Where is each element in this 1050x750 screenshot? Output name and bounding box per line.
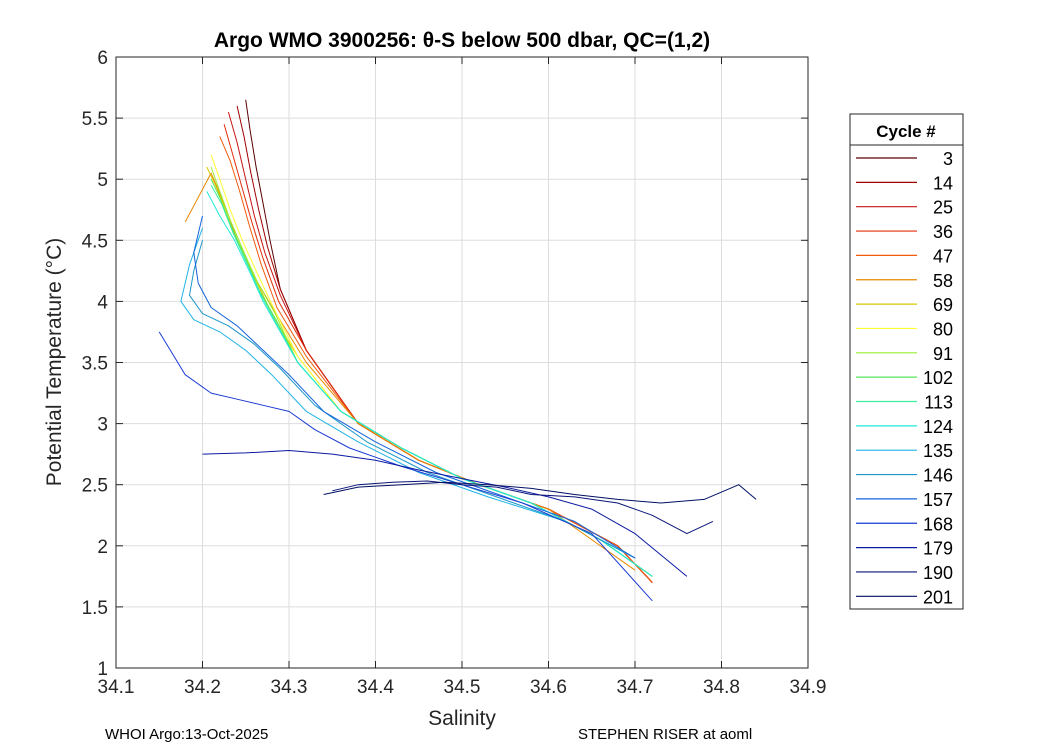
x-tick-label: 34.2 <box>184 677 221 698</box>
grid-lines <box>115 56 809 669</box>
x-tick-label: 34.6 <box>530 677 567 698</box>
series-line-cycle-47 <box>219 136 653 583</box>
legend: Cycle # 3 14 25 36 47 58 69 80 91 102 113 124 135 146… <box>849 113 964 610</box>
legend-label-36: 36 <box>933 222 953 242</box>
legend-title: Cycle # <box>876 122 936 141</box>
x-tick-label: 34.8 <box>703 677 740 698</box>
legend-label-146: 146 <box>923 466 953 486</box>
series-line-cycle-102 <box>210 178 653 577</box>
legend-label-157: 157 <box>923 490 953 510</box>
legend-entries: 3 14 25 36 47 58 69 80 91 102 113 124 135 146 157 168 17… <box>856 149 953 607</box>
y-tick-label: 3.5 <box>82 354 108 375</box>
series-line-cycle-190 <box>332 480 714 535</box>
y-axis-label: Potential Temperature (°C) <box>43 238 66 486</box>
legend-label-135: 135 <box>923 441 953 461</box>
y-tick-label: 5 <box>97 170 108 191</box>
y-tick-label: 1 <box>97 659 108 680</box>
series-line-cycle-146 <box>189 240 636 559</box>
series-line-cycle-36 <box>223 124 653 583</box>
legend-label-113: 113 <box>924 393 953 413</box>
legend-label-168: 168 <box>923 514 953 534</box>
x-tick-label: 34.3 <box>271 677 308 698</box>
legend-label-190: 190 <box>923 563 953 583</box>
y-tick-label: 6 <box>97 48 108 69</box>
legend-label-91: 91 <box>933 344 953 364</box>
x-tick-label: 34.1 <box>98 677 135 698</box>
legend-label-14: 14 <box>933 173 953 193</box>
legend-box <box>849 113 964 610</box>
legend-label-179: 179 <box>923 539 953 559</box>
legend-label-80: 80 <box>933 319 953 339</box>
series-line-cycle-157 <box>193 215 636 559</box>
x-axis-label: Salinity <box>428 707 496 730</box>
series-line-cycle-91 <box>210 166 653 577</box>
chart-title: Argo WMO 3900256: θ-S below 500 dbar, QC… <box>214 29 710 52</box>
legend-label-3: 3 <box>943 149 953 169</box>
x-tick-label: 34.5 <box>444 677 481 698</box>
x-tick-label: 34.7 <box>617 677 654 698</box>
series-lines <box>158 99 757 602</box>
footer-left-credit: WHOI Argo:13-Oct-2025 <box>105 726 269 743</box>
y-tick-label: 3 <box>97 415 108 436</box>
series-line-cycle-179 <box>202 450 688 577</box>
y-tick-label: 1.5 <box>82 598 108 619</box>
y-tick-label: 2 <box>97 537 108 558</box>
axis-ticks: 34.1 34.2 34.3 34.4 34.5 34.6 34.7 34.8 34.911.5… <box>82 48 827 698</box>
series-line-cycle-69 <box>206 166 653 577</box>
series-line-cycle-3 <box>245 99 653 583</box>
series-line-cycle-201 <box>323 481 757 504</box>
legend-label-69: 69 <box>933 295 953 315</box>
series-line-cycle-58 <box>184 172 636 571</box>
x-tick-label: 34.4 <box>357 677 394 698</box>
legend-label-102: 102 <box>923 368 953 388</box>
legend-label-201: 201 <box>923 587 953 607</box>
legend-label-58: 58 <box>933 271 953 291</box>
y-tick-label: 4.5 <box>82 231 108 252</box>
legend-label-47: 47 <box>933 246 953 266</box>
legend-label-25: 25 <box>933 198 953 218</box>
series-line-cycle-135 <box>180 227 636 559</box>
series-line-cycle-168 <box>158 331 653 602</box>
x-tick-label: 34.9 <box>790 677 827 698</box>
series-line-cycle-124 <box>206 191 653 577</box>
y-tick-label: 2.5 <box>82 476 108 497</box>
footer-right-credit: STEPHEN RISER at aoml <box>578 726 753 743</box>
legend-label-124: 124 <box>923 417 953 437</box>
y-tick-label: 4 <box>97 292 108 313</box>
y-tick-label: 5.5 <box>82 109 108 130</box>
